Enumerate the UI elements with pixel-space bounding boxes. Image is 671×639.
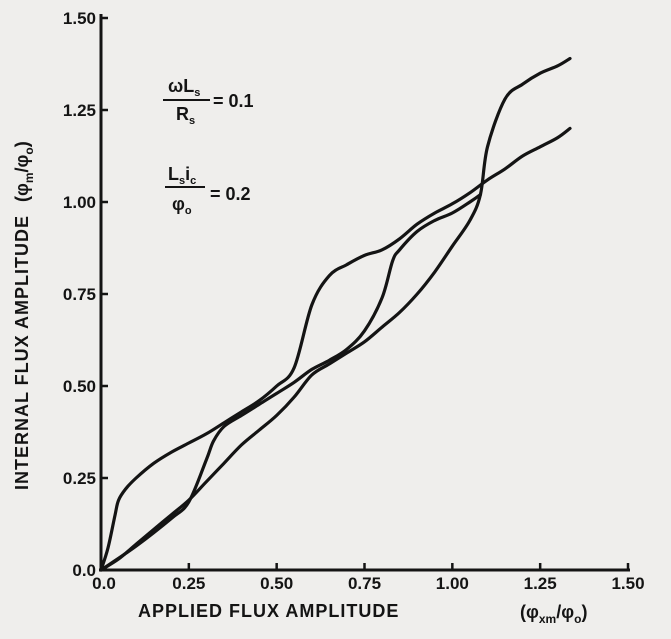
y-axis-label: INTERNAL FLUX AMPLITUDE [12,215,32,490]
x-tick-label: 1.50 [611,574,644,593]
series-line-3 [101,195,480,570]
y-tick-label: 0.75 [63,285,96,304]
annotation-2-denominator: φo [172,194,192,217]
annotation-omega-ls-rs: ωLs Rs = 0.1 [163,76,254,127]
y-axis-unit: (φm/φo) [12,141,36,202]
y-tick-label: 0.50 [63,377,96,396]
annotation-1-value: = 0.1 [213,91,254,111]
annotation-1-numerator: ωLs [168,76,200,99]
data-series [101,59,570,571]
y-tick-label: 1.50 [63,9,96,28]
axis-ticks: 0.0 0.25 0.50 0.75 1.00 1.25 1.500.00.250.500.… [63,9,645,593]
plot-area [99,14,630,570]
annotation-ls-ic-phi: Lsic φo = 0.2 [165,164,251,217]
x-tick-label: 1.25 [524,574,557,593]
y-axis-title: INTERNAL FLUX AMPLITUDE (φm/φo) [12,141,36,490]
y-tick-label: 0.25 [63,469,96,488]
x-tick-label: 0.75 [348,574,381,593]
x-axis-unit: (φxm/φo) [520,602,587,626]
x-tick-label: 0.50 [260,574,293,593]
annotation-2-numerator: Lsic [168,164,196,187]
y-tick-label: 1.25 [63,101,96,120]
x-tick-label: 1.00 [436,574,469,593]
annotation-2-value: = 0.2 [210,184,251,204]
y-tick-label: 0.0 [72,561,96,580]
x-axis-label: APPLIED FLUX AMPLITUDE [138,601,399,621]
series-line-2 [101,59,570,571]
x-tick-label: 0.25 [172,574,205,593]
annotation-1-denominator: Rs [176,104,195,127]
y-tick-label: 1.00 [63,193,96,212]
